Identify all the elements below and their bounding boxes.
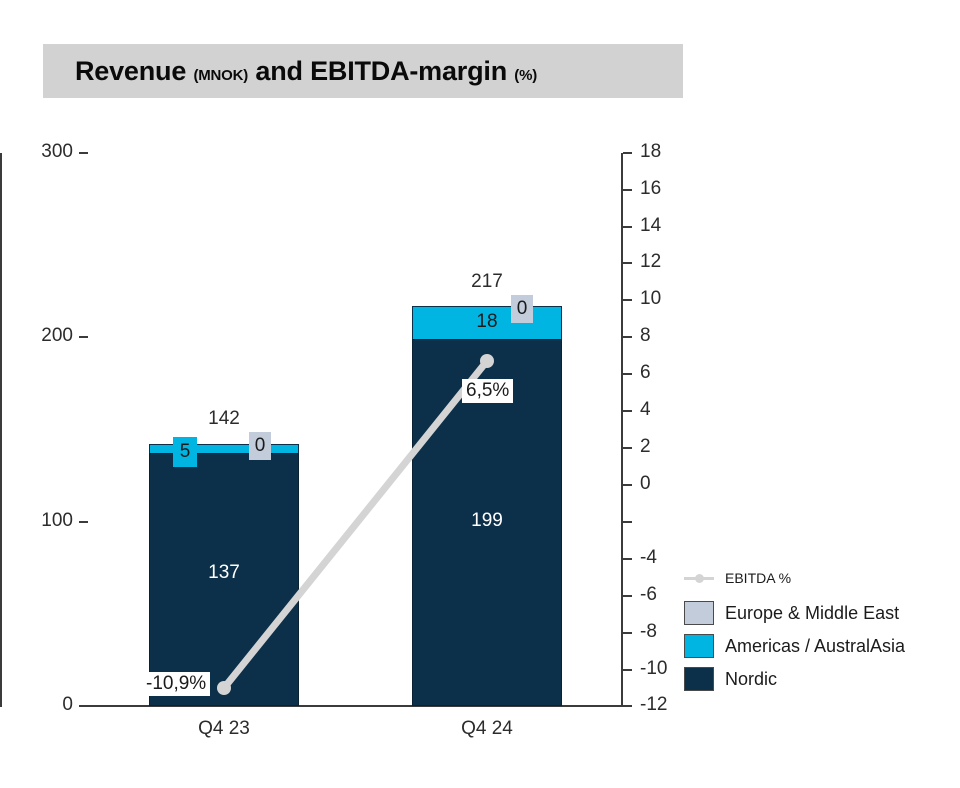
legend-item-americas[interactable]: Americas / AustralAsia	[684, 634, 905, 658]
y-axis-left-line	[0, 153, 2, 707]
x-axis-label-q4-24: Q4 24	[461, 718, 513, 739]
y-axis-right-tick-18	[623, 152, 632, 154]
y-axis-right-tick-12	[623, 262, 632, 264]
y-axis-right-label-10: 10	[640, 288, 662, 309]
legend-item-ebitda[interactable]: EBITDA %	[684, 566, 905, 590]
y-axis-right-label-14: 14	[640, 215, 662, 236]
y-axis-left-tick-100	[79, 521, 88, 523]
ebitda-value-label-q4-24: 6,5%	[462, 379, 514, 403]
bar-segment-nordic-q4-23[interactable]: 137	[149, 453, 299, 706]
y-axis-left-label-100: 100	[41, 510, 73, 531]
y-axis-right-label-16: 16	[640, 178, 662, 199]
y-axis-right-label-neg8: -8	[640, 621, 657, 642]
bar-value-americas-q4-23: 5	[173, 437, 197, 467]
legend-item-europe[interactable]: Europe & Middle East	[684, 601, 905, 625]
legend-swatch-icon-europe	[684, 601, 714, 625]
y-axis-right-label-18: 18	[640, 141, 662, 162]
chart-title-unit-pct: (%)	[514, 66, 538, 84]
y-axis-right-tick-8	[623, 336, 632, 338]
y-axis-right-tick-neg12	[623, 705, 632, 707]
y-axis-left-label-0: 0	[62, 694, 73, 715]
y-axis-right-label-neg6: -6	[640, 584, 657, 605]
y-axis-right-label-neg12: -12	[640, 694, 668, 715]
bar-value-nordic-q4-23: 137	[208, 562, 240, 583]
y-axis-right-label-12: 12	[640, 251, 662, 272]
chart-title-main-2: and EBITDA-margin	[248, 55, 515, 86]
bar-total-label-q4-23: 142	[208, 408, 240, 429]
legend-swatch-icon-nordic	[684, 667, 714, 691]
y-axis-right-label-neg10: -10	[640, 658, 668, 679]
y-axis-right-label-8: 8	[640, 325, 651, 346]
y-axis-right-tick-14	[623, 226, 632, 228]
chart-legend: EBITDA % Europe & Middle East Americas /…	[684, 566, 905, 700]
y-axis-right-tick-neg6	[623, 595, 632, 597]
chart-title: Revenue (MNOK) and EBITDA-margin (%)	[75, 56, 537, 87]
y-axis-right-label-0: 0	[640, 473, 651, 494]
y-axis-right-label-6: 6	[640, 362, 651, 383]
x-axis-label-q4-23: Q4 23	[198, 718, 250, 739]
y-axis-right-label-neg4: -4	[640, 547, 657, 568]
x-axis-line	[80, 705, 630, 707]
legend-label-nordic: Nordic	[725, 668, 778, 689]
y-axis-right-tick-neg4	[623, 558, 632, 560]
y-axis-right-tick-0	[623, 484, 632, 486]
bar-segment-americas-q4-24[interactable]: 18	[412, 306, 562, 340]
ebitda-value-label-q4-23: -10,9%	[142, 672, 211, 696]
chart-title-main-1: Revenue	[75, 55, 194, 86]
bar-value-nordic-q4-24: 199	[471, 510, 503, 531]
line-marker-icon	[684, 566, 714, 590]
chart-title-unit-mnok: (MNOK)	[193, 66, 249, 84]
y-axis-right-tick-neg8	[623, 632, 632, 634]
chart-title-band: Revenue (MNOK) and EBITDA-margin (%)	[43, 44, 683, 98]
bar-value-europe-q4-24: 0	[511, 295, 533, 323]
bar-value-americas-q4-24: 18	[476, 311, 498, 332]
y-axis-right-tick-neg10	[623, 669, 632, 671]
y-axis-left-tick-200	[79, 336, 88, 338]
y-axis-left-label-300: 300	[41, 141, 73, 162]
legend-label-ebitda: EBITDA %	[725, 570, 792, 586]
y-axis-right-tick-16	[623, 189, 632, 191]
y-axis-right-tick-neg2	[623, 521, 632, 523]
y-axis-left-tick-300	[79, 152, 88, 154]
y-axis-right-label-2: 2	[640, 436, 651, 457]
y-axis-right-tick-6	[623, 373, 632, 375]
y-axis-left-label-200: 200	[41, 325, 73, 346]
y-axis-right-tick-10	[623, 299, 632, 301]
legend-swatch-icon-americas	[684, 634, 714, 658]
bar-value-europe-q4-23: 0	[249, 432, 271, 460]
legend-label-americas: Americas / AustralAsia	[725, 635, 906, 656]
y-axis-right-label-4: 4	[640, 399, 651, 420]
legend-item-nordic[interactable]: Nordic	[684, 667, 905, 691]
y-axis-right-line	[621, 153, 623, 707]
bar-total-label-q4-24: 217	[471, 271, 503, 292]
y-axis-right-tick-4	[623, 410, 632, 412]
y-axis-right-tick-2	[623, 447, 632, 449]
y-axis-left-tick-0	[79, 705, 88, 707]
legend-label-europe: Europe & Middle East	[725, 602, 900, 623]
